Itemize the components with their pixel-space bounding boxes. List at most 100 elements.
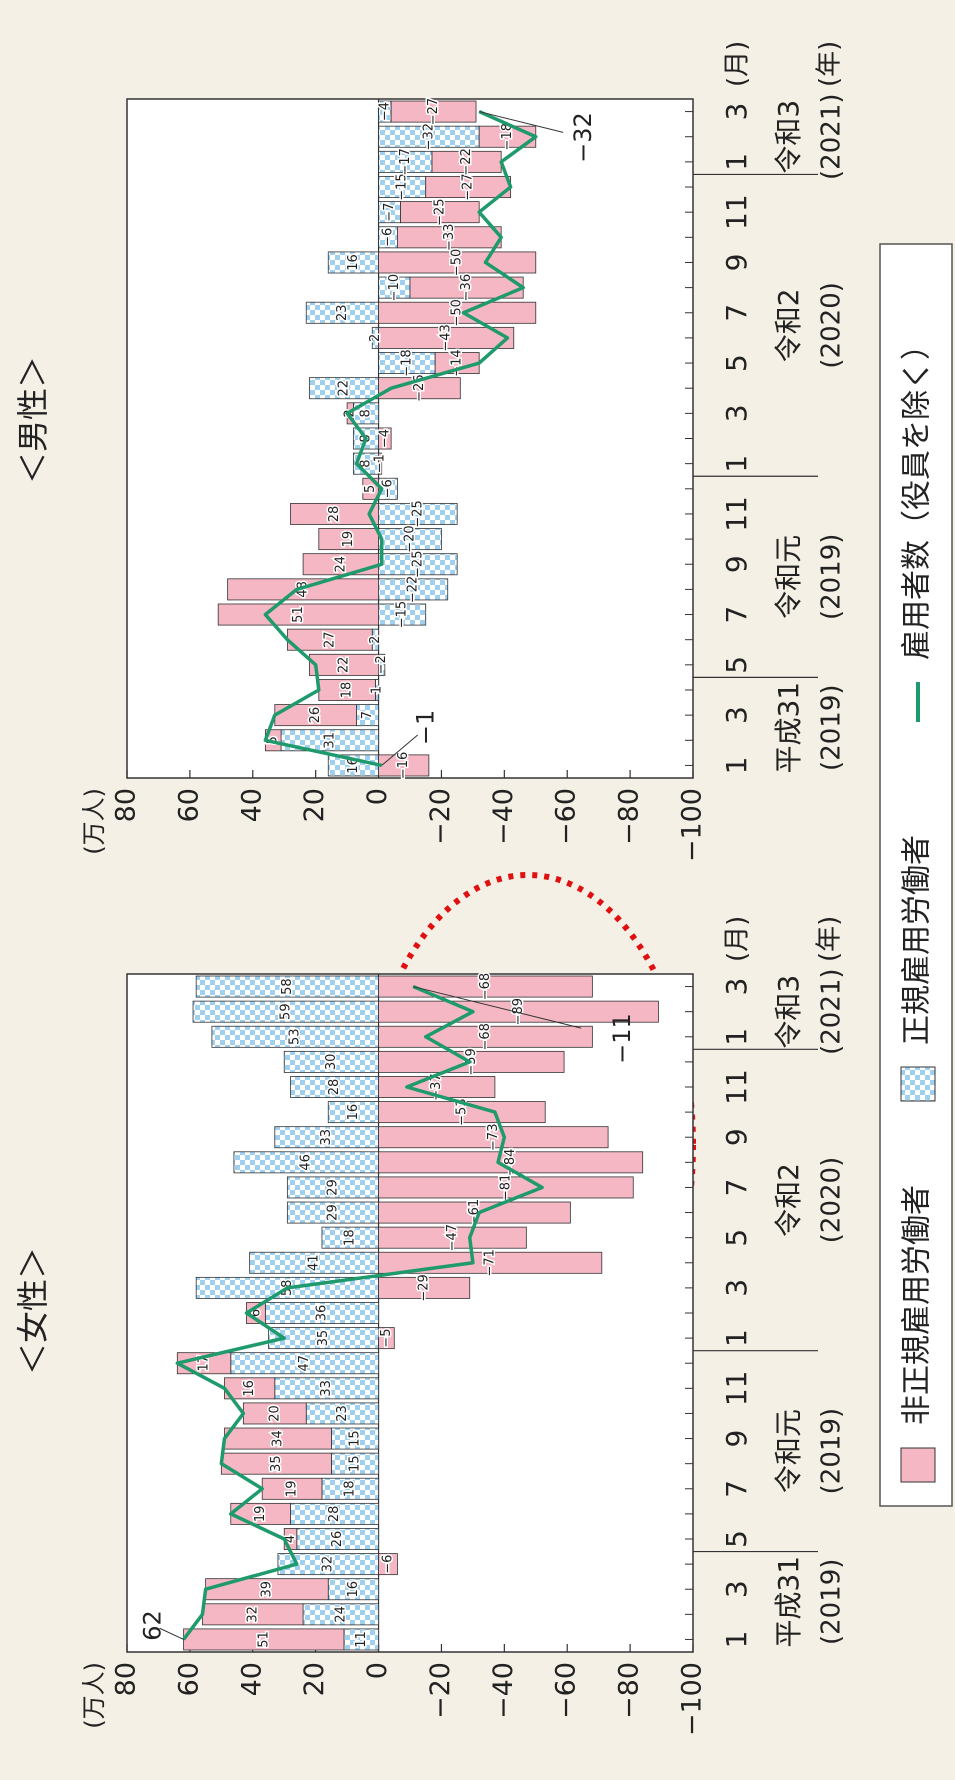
line-annotation: −32 xyxy=(569,112,597,163)
y-unit: (万人) xyxy=(80,788,108,855)
x-tick-label: 7 xyxy=(720,1480,753,1498)
value-label: 22 xyxy=(336,380,351,397)
value-label: 33 xyxy=(319,1380,334,1397)
value-label: 58 xyxy=(280,978,295,995)
value-label: −22 xyxy=(459,148,474,175)
bar xyxy=(378,326,515,349)
annotation-leader xyxy=(479,111,564,133)
bar xyxy=(378,452,383,475)
value-label: 2 xyxy=(368,334,383,342)
value-label: −5 xyxy=(379,1329,394,1348)
x-tick-label: 3 xyxy=(720,404,753,422)
x-tick-label: 1 xyxy=(720,1028,753,1046)
x-tick-label: 1 xyxy=(720,1631,753,1649)
value-label: 29 xyxy=(325,1204,340,1221)
value-label: 16 xyxy=(346,1104,361,1121)
x-tick-label: 7 xyxy=(720,606,753,624)
value-label: 35 xyxy=(269,1455,284,1472)
group-sub-label: (2020) xyxy=(817,1157,847,1243)
bar xyxy=(378,301,537,324)
x-tick-label: 5 xyxy=(720,1229,753,1247)
line-annotation: −1 xyxy=(412,710,440,745)
value-label: −16 xyxy=(396,752,411,779)
annotation-leader xyxy=(381,734,419,766)
y-tick-label: 40 xyxy=(236,1662,267,1696)
value-label: 34 xyxy=(270,1430,285,1447)
value-label: −50 xyxy=(450,249,465,276)
bar xyxy=(290,502,379,525)
x-tick-label: 11 xyxy=(720,194,753,230)
value-label: 26 xyxy=(330,1531,345,1548)
x-tick-label: 3 xyxy=(720,103,753,121)
bar xyxy=(378,1126,609,1149)
y-tick-label: 40 xyxy=(236,788,267,822)
bar xyxy=(390,100,477,123)
group-sub-label: (2019) xyxy=(817,534,847,620)
y-tick-label: 60 xyxy=(173,1662,204,1696)
legend-label: 非正規雇用労働者 xyxy=(900,1185,935,1425)
bar xyxy=(378,1327,395,1350)
x-tick-label: 11 xyxy=(720,1371,753,1407)
y-tick-label: −60 xyxy=(551,788,582,845)
annotation-leader xyxy=(159,1627,184,1640)
bar xyxy=(378,1553,398,1576)
legend xyxy=(879,243,953,1507)
value-label: 47 xyxy=(297,1355,312,1372)
y-tick-label: 80 xyxy=(111,1662,142,1696)
value-label: 51 xyxy=(256,1631,271,1648)
value-label: −33 xyxy=(442,224,457,251)
group-label: 令和2 xyxy=(772,1163,805,1237)
value-label: 20 xyxy=(267,1405,282,1422)
x-unit: (月) xyxy=(723,41,753,87)
group-sub-label: (2021) xyxy=(817,968,847,1054)
bar xyxy=(378,1276,471,1299)
value-label: 46 xyxy=(299,1154,314,1171)
y-tick-label: −40 xyxy=(488,788,519,845)
value-label: −4 xyxy=(377,429,392,448)
bar xyxy=(378,975,593,998)
x-tick-label: 7 xyxy=(720,1179,753,1197)
group-label: 令和元 xyxy=(772,1409,805,1493)
value-label: 31 xyxy=(322,732,337,749)
value-label: 26 xyxy=(308,707,323,724)
line-annotation: −11 xyxy=(608,1013,636,1064)
value-label: −25 xyxy=(432,198,447,225)
value-label: 22 xyxy=(336,657,351,674)
value-label: 6 xyxy=(248,1309,263,1317)
value-label: 15 xyxy=(347,1455,362,1472)
group-label: 令和3 xyxy=(772,100,805,174)
x-tick-label: 1 xyxy=(720,455,753,473)
value-label: 2 xyxy=(368,636,383,644)
x-unit: (月) xyxy=(723,916,753,962)
x-tick-label: 9 xyxy=(720,254,753,272)
bar xyxy=(378,1151,644,1174)
value-label: 7 xyxy=(360,711,375,719)
group-label: 令和元 xyxy=(772,535,805,619)
x-tick-label: 5 xyxy=(720,1530,753,1548)
value-label: −17 xyxy=(398,148,413,175)
chart-title: ＜男性＞ xyxy=(14,356,52,484)
value-label: −2 xyxy=(374,655,389,674)
legend-label: 正規雇用労働者 xyxy=(900,835,935,1045)
value-label: −71 xyxy=(483,1249,498,1276)
bar xyxy=(378,1176,634,1199)
x-tick-label: 3 xyxy=(720,1279,753,1297)
y-tick-label: −80 xyxy=(614,788,645,845)
value-label: −27 xyxy=(426,98,441,125)
group-sub-label: (2020) xyxy=(817,282,847,368)
bar xyxy=(308,653,379,676)
value-label: 23 xyxy=(335,1405,350,1422)
value-label: −20 xyxy=(403,525,418,552)
y-tick-label: 0 xyxy=(362,1662,393,1679)
x-tick-label: 5 xyxy=(720,354,753,372)
group-label: 平成31 xyxy=(772,682,805,774)
value-label: −4 xyxy=(377,102,392,121)
group-sub-label: (2019) xyxy=(817,1559,847,1645)
value-label: 39 xyxy=(259,1581,274,1598)
value-label: −6 xyxy=(380,228,395,247)
value-label: −50 xyxy=(450,299,465,326)
group-unit: (年) xyxy=(815,41,845,87)
value-label: −73 xyxy=(486,1124,501,1151)
x-tick-label: 9 xyxy=(720,555,753,573)
